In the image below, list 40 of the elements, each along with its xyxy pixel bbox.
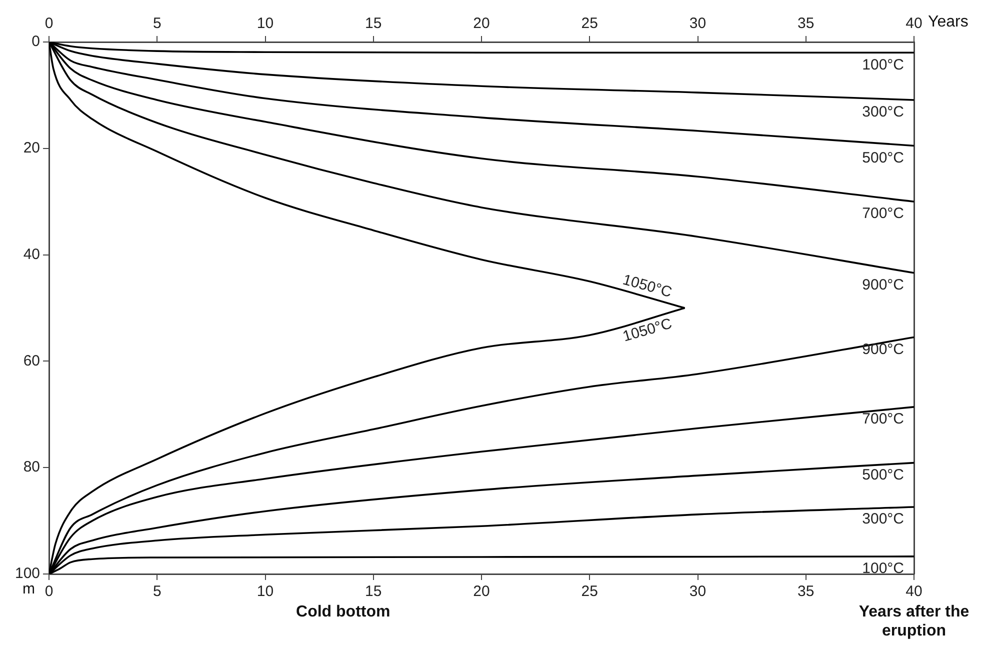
- text: 1050°C: [620, 315, 674, 346]
- x-tick-label: 40: [906, 583, 922, 600]
- x-tick-label: 10: [256, 583, 274, 600]
- y-tick-label: 40: [23, 246, 40, 263]
- x-tick-label: 15: [365, 583, 382, 600]
- x-tick-label: 20: [473, 583, 490, 600]
- y-tick-label: 60: [23, 352, 40, 370]
- series-label: 700°C: [862, 205, 904, 222]
- x2-tick-label: 5: [152, 15, 162, 32]
- series-label: 100°C: [862, 56, 904, 74]
- series-label: 900°C: [862, 340, 904, 358]
- x-axis-title: Years after the eruption: [858, 603, 970, 640]
- y-tick-label: 20: [23, 140, 40, 157]
- x2-axis-title: Years: [928, 13, 968, 30]
- y-tick-label: 100: [14, 565, 40, 582]
- x2-tick-label: 25: [581, 15, 598, 32]
- x2-tick-label: 15: [365, 15, 382, 32]
- x2-tick-label: 10: [256, 15, 274, 32]
- x-tick-label: 35: [798, 583, 814, 600]
- y-tick-label: 0: [32, 33, 40, 50]
- x-tick-label: 0: [44, 583, 54, 600]
- series-label: 700°C: [862, 410, 904, 428]
- x2-tick-label: 0: [44, 15, 54, 32]
- x-tick-label: 25: [581, 583, 598, 600]
- y-tick-label: 80: [23, 458, 40, 476]
- series-label: 300°C: [862, 104, 904, 121]
- x2-tick-label: 40: [906, 15, 922, 32]
- x2-tick-label: 35: [798, 15, 814, 32]
- x-tick-label: 5: [152, 583, 162, 600]
- text: 1050°C: [620, 271, 674, 302]
- x-tick-label: 30: [689, 583, 706, 600]
- x2-tick-label: 30: [689, 15, 706, 32]
- text: Cold bottom: [296, 603, 390, 620]
- series-label: 500°C: [862, 149, 904, 166]
- x2-tick-label: 20: [473, 15, 490, 32]
- series-label: 500°C: [862, 466, 904, 484]
- y-axis-title: m: [22, 580, 36, 598]
- series-label: 900°C: [862, 276, 904, 294]
- series-label: 100°C: [862, 560, 904, 578]
- series-label: 300°C: [862, 510, 904, 528]
